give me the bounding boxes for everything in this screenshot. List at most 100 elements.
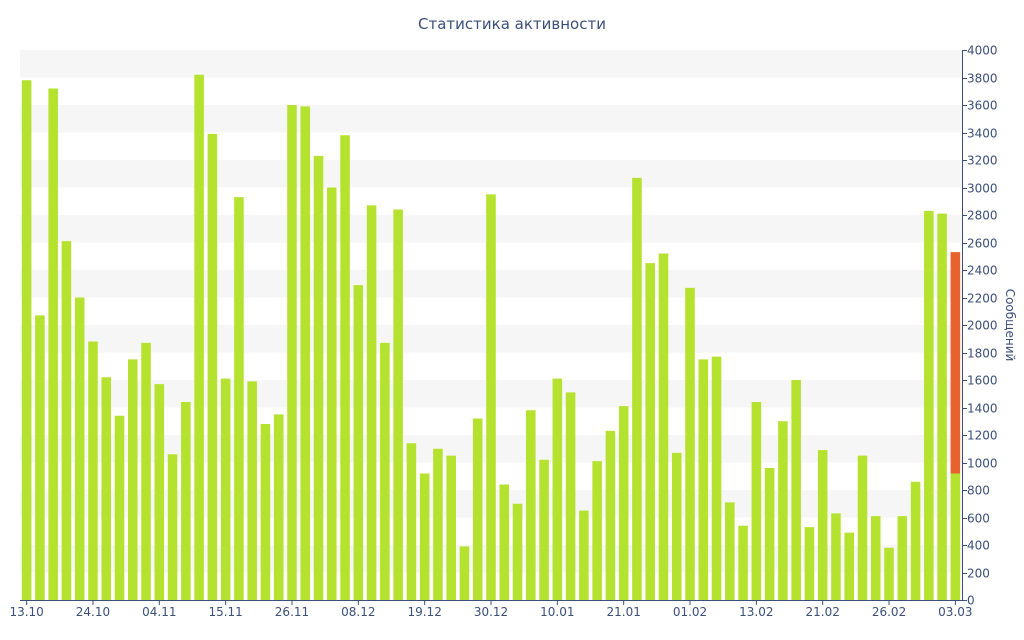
bar[interactable] bbox=[764, 468, 775, 600]
bar[interactable] bbox=[247, 381, 257, 600]
y-tick-label: 1800 bbox=[967, 347, 998, 361]
y-tick-label: 2400 bbox=[967, 264, 998, 278]
bar[interactable] bbox=[539, 459, 549, 600]
bar[interactable] bbox=[260, 424, 271, 600]
bar[interactable] bbox=[21, 80, 32, 600]
x-tick-label: 01.02 bbox=[673, 605, 707, 619]
bar[interactable] bbox=[61, 241, 72, 600]
x-tick-label: 03.03 bbox=[938, 605, 972, 619]
y-ticks: 0 200 400 600 800 1000 1200 1400 1600 1800 2000 220… bbox=[962, 44, 998, 608]
bar[interactable] bbox=[605, 430, 616, 600]
y-tick-label: 600 bbox=[967, 512, 990, 526]
y-tick-label: 1000 bbox=[967, 457, 998, 471]
bar[interactable] bbox=[287, 105, 297, 600]
bar[interactable] bbox=[924, 210, 934, 600]
grid-band bbox=[20, 50, 962, 78]
bar[interactable] bbox=[446, 455, 456, 600]
bar[interactable] bbox=[366, 205, 377, 600]
bar[interactable] bbox=[725, 502, 735, 600]
bar[interactable] bbox=[48, 88, 58, 601]
bar[interactable] bbox=[512, 503, 523, 600]
bar[interactable] bbox=[220, 378, 231, 600]
y-tick-label: 2800 bbox=[967, 209, 998, 223]
bar[interactable] bbox=[870, 516, 881, 600]
bar[interactable] bbox=[831, 513, 841, 600]
bar[interactable] bbox=[738, 525, 748, 600]
x-tick-label: 26.02 bbox=[872, 605, 906, 619]
bar[interactable] bbox=[167, 454, 178, 600]
bar[interactable] bbox=[101, 377, 112, 600]
bar[interactable] bbox=[804, 527, 815, 600]
bar[interactable] bbox=[817, 450, 828, 600]
bar[interactable] bbox=[897, 516, 908, 600]
bar[interactable] bbox=[273, 414, 284, 600]
bar[interactable] bbox=[526, 410, 536, 600]
bar[interactable] bbox=[552, 378, 563, 600]
bar[interactable] bbox=[844, 532, 855, 600]
bar[interactable] bbox=[340, 135, 350, 600]
x-tick-label: 26.11 bbox=[275, 605, 309, 619]
bar[interactable] bbox=[127, 359, 138, 600]
x-tick-label: 13.10 bbox=[9, 605, 43, 619]
bar[interactable] bbox=[194, 74, 204, 600]
bar[interactable] bbox=[592, 461, 602, 600]
x-tick-label: 30.12 bbox=[474, 605, 508, 619]
y-tick-label: 3200 bbox=[967, 154, 998, 168]
bar[interactable] bbox=[857, 455, 868, 600]
bar[interactable] bbox=[658, 253, 669, 601]
x-tick-label: 21.02 bbox=[806, 605, 840, 619]
bar[interactable] bbox=[698, 359, 709, 600]
bar[interactable] bbox=[565, 392, 576, 600]
bar[interactable] bbox=[181, 402, 191, 600]
y-tick-label: 1200 bbox=[967, 429, 998, 443]
bar[interactable] bbox=[327, 187, 337, 601]
bars bbox=[21, 74, 961, 601]
bar[interactable] bbox=[884, 547, 894, 600]
y-tick-label: 2600 bbox=[967, 237, 998, 251]
chart-title: Статистика активности bbox=[418, 15, 606, 33]
bar[interactable] bbox=[937, 213, 947, 600]
x-tick-label: 04.11 bbox=[142, 605, 176, 619]
x-tick-label: 15.11 bbox=[208, 605, 242, 619]
y-tick-label: 400 bbox=[967, 539, 990, 553]
bar[interactable] bbox=[645, 263, 655, 600]
bar[interactable] bbox=[950, 473, 961, 601]
bar[interactable] bbox=[472, 418, 483, 601]
bar[interactable] bbox=[114, 415, 125, 600]
bar[interactable] bbox=[910, 481, 921, 600]
bar-highlight[interactable] bbox=[950, 252, 961, 474]
y-tick-label: 4000 bbox=[967, 44, 998, 58]
bar[interactable] bbox=[433, 448, 443, 600]
bar[interactable] bbox=[141, 342, 151, 600]
bar[interactable] bbox=[499, 484, 510, 601]
bar[interactable] bbox=[711, 356, 722, 600]
bar[interactable] bbox=[234, 197, 244, 600]
bar[interactable] bbox=[154, 384, 165, 600]
bar[interactable] bbox=[207, 133, 218, 600]
bar[interactable] bbox=[791, 380, 801, 600]
bar[interactable] bbox=[74, 297, 85, 601]
bar[interactable] bbox=[685, 287, 695, 600]
bar[interactable] bbox=[393, 209, 403, 601]
bar[interactable] bbox=[486, 194, 496, 600]
grid-band bbox=[20, 105, 962, 133]
bar[interactable] bbox=[632, 177, 642, 600]
bar[interactable] bbox=[313, 155, 324, 600]
bar[interactable] bbox=[778, 421, 788, 600]
bar[interactable] bbox=[751, 402, 762, 600]
bar[interactable] bbox=[618, 406, 629, 600]
bar[interactable] bbox=[380, 342, 390, 600]
bar[interactable] bbox=[459, 546, 470, 600]
bar[interactable] bbox=[35, 315, 45, 600]
y-tick-label: 2000 bbox=[967, 319, 998, 333]
bar[interactable] bbox=[353, 285, 364, 600]
bar[interactable] bbox=[300, 106, 311, 600]
bar[interactable] bbox=[419, 473, 430, 601]
bar[interactable] bbox=[579, 510, 589, 600]
y-axis-label: Сообщений bbox=[1003, 289, 1017, 362]
x-tick-label: 08.12 bbox=[341, 605, 375, 619]
bar[interactable] bbox=[406, 443, 417, 600]
x-tick-label: 19.12 bbox=[407, 605, 441, 619]
bar[interactable] bbox=[88, 341, 98, 601]
bar[interactable] bbox=[671, 452, 682, 600]
